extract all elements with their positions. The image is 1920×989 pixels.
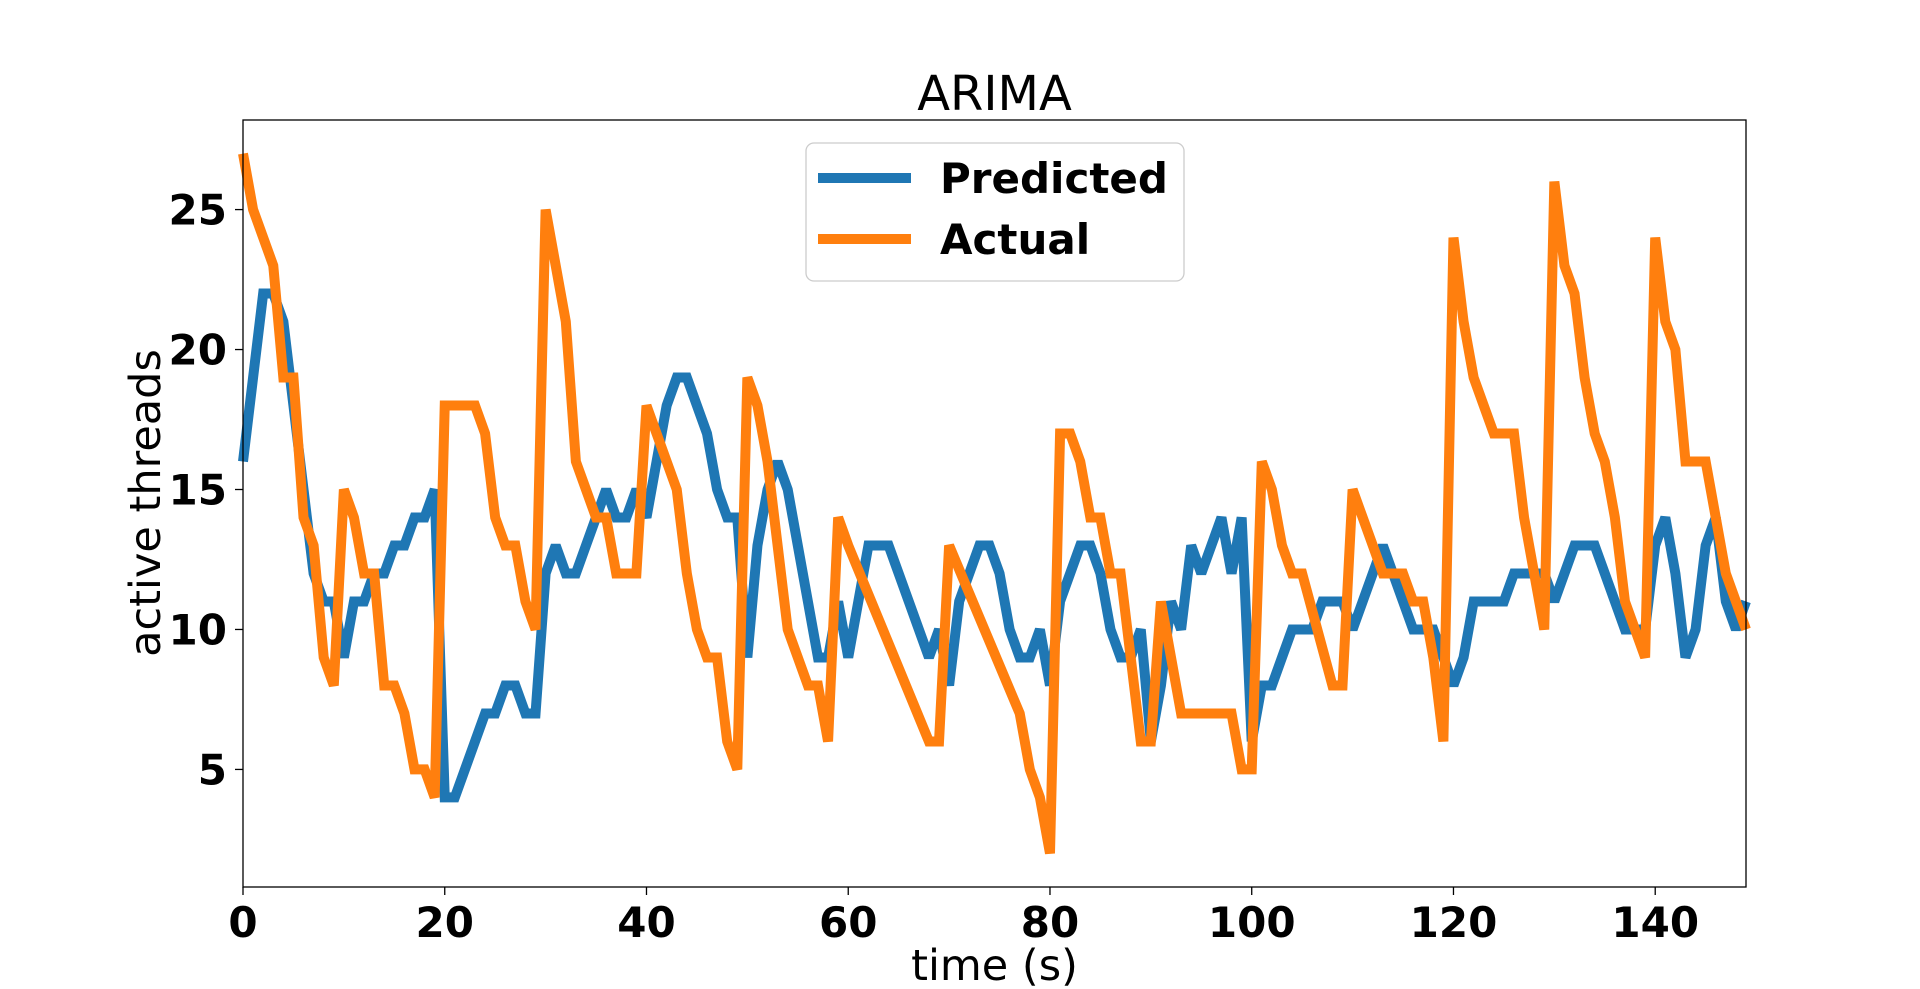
x-tick-label: 60 bbox=[819, 898, 877, 947]
y-tick-label: 5 bbox=[198, 745, 227, 794]
legend: Predicted Actual bbox=[805, 142, 1185, 282]
plot-frame bbox=[242, 119, 1747, 888]
y-tick-label: 20 bbox=[169, 326, 227, 375]
x-tick-label: 120 bbox=[1410, 898, 1498, 947]
y-tick-label: 25 bbox=[169, 186, 227, 235]
legend-label-actual: Actual bbox=[940, 215, 1090, 264]
y-tick-label: 15 bbox=[169, 466, 227, 515]
x-tick-label: 80 bbox=[1021, 898, 1079, 947]
x-tick-label: 20 bbox=[416, 898, 474, 947]
y-tick-label: 10 bbox=[169, 605, 227, 654]
series-line-actual bbox=[238, 152, 1751, 855]
x-tick-label: 0 bbox=[228, 898, 257, 947]
x-tick-label: 140 bbox=[1611, 898, 1699, 947]
axis-ticks: 0 20 40 60 80 100 120 140 5 10 15 20 25 bbox=[169, 186, 1700, 947]
chart-title: ARIMA bbox=[917, 66, 1072, 122]
x-tick-label: 40 bbox=[617, 898, 675, 947]
y-axis-label: active threads bbox=[121, 349, 171, 657]
x-axis-label: time (s) bbox=[911, 941, 1078, 989]
series-line-predicted bbox=[238, 288, 1751, 803]
x-tick-label: 100 bbox=[1208, 898, 1296, 947]
legend-label-predicted: Predicted bbox=[940, 154, 1168, 203]
series-lines bbox=[238, 152, 1751, 855]
